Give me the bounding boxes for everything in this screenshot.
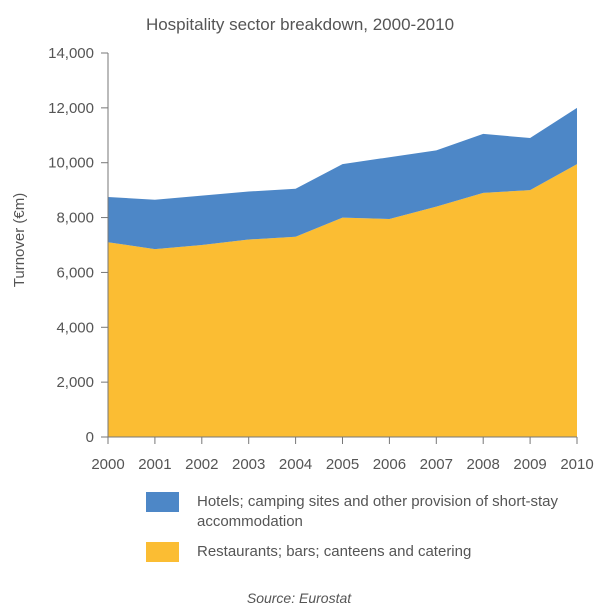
legend-label-restaurants: Restaurants; bars; canteens and catering xyxy=(197,542,577,562)
legend: Hotels; camping sites and other provisio… xyxy=(146,492,586,592)
chart-title: Hospitality sector breakdown, 2000-2010 xyxy=(146,15,454,34)
source-note: Source: Eurostat xyxy=(0,590,598,606)
x-tick-label: 2000 xyxy=(91,456,124,473)
x-tick-label: 2004 xyxy=(279,456,312,473)
y-tick-label: 10,000 xyxy=(48,155,94,172)
y-axis-label: Turnover (€m) xyxy=(11,193,28,287)
x-tick-label: 2008 xyxy=(467,456,500,473)
y-tick-label: 6,000 xyxy=(56,264,94,281)
x-tick-label: 2007 xyxy=(420,456,453,473)
chart: Hospitality sector breakdown, 2000-2010 … xyxy=(0,0,598,490)
y-tick-label: 8,000 xyxy=(56,210,94,227)
y-tick-label: 14,000 xyxy=(48,45,94,62)
x-tick-label: 2003 xyxy=(232,456,265,473)
legend-swatch-hotels xyxy=(146,492,179,512)
x-tick-label: 2006 xyxy=(373,456,406,473)
legend-label-hotels: Hotels; camping sites and other provisio… xyxy=(197,492,577,532)
y-tick-label: 0 xyxy=(86,429,94,446)
y-tick-label: 12,000 xyxy=(48,100,94,117)
area-layers xyxy=(108,108,577,437)
legend-swatch-restaurants xyxy=(146,542,179,562)
y-tick-label: 2,000 xyxy=(56,374,94,391)
x-tick-label: 2002 xyxy=(185,456,218,473)
x-tick-label: 2001 xyxy=(138,456,171,473)
legend-item-hotels: Hotels; camping sites and other provisio… xyxy=(146,492,586,542)
x-tick-label: 2005 xyxy=(326,456,359,473)
x-tick-label: 2009 xyxy=(513,456,546,473)
y-axis-ticks: 0 2,000 4,000 6,000 8,000 10,000 12,000 14,000 xyxy=(48,45,108,446)
x-axis-ticks: 2000 2001 2002 2003 2004 2005 2006 2007 2008 2009… xyxy=(91,437,593,473)
x-tick-label: 2010 xyxy=(560,456,593,473)
legend-item-restaurants: Restaurants; bars; canteens and catering xyxy=(146,542,586,592)
y-tick-label: 4,000 xyxy=(56,319,94,336)
